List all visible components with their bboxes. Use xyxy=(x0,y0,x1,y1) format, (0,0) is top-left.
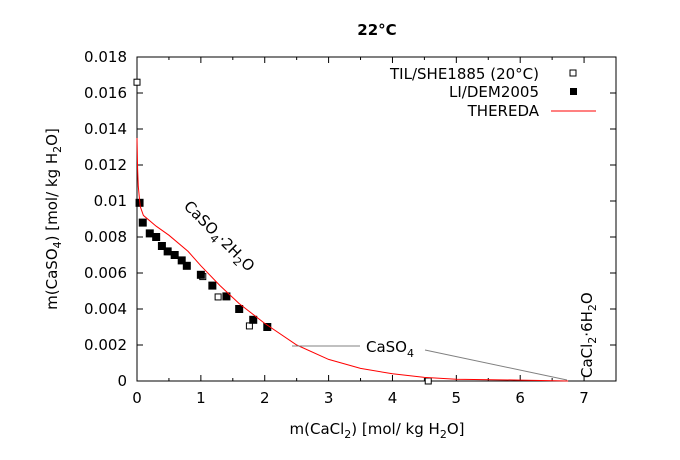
annotation-antarcticite: CaCl2·6H2O xyxy=(578,292,599,378)
data-point-li-dem2005 xyxy=(163,247,172,256)
data-point-li-dem2005 xyxy=(157,242,166,250)
annotation-anhydrite: CaSO4 xyxy=(366,338,414,360)
data-point-til-she1885 xyxy=(245,322,253,330)
x-tick-label: 3 xyxy=(324,389,334,407)
data-point-li-dem2005 xyxy=(208,281,217,290)
y-tick-label: 0.018 xyxy=(84,48,127,66)
data-point-til-she1885 xyxy=(424,377,432,385)
data-point-li-dem2005 xyxy=(235,305,244,313)
y-tick-label: 0.014 xyxy=(84,120,127,138)
data-point-li-dem2005 xyxy=(182,261,191,270)
data-point-li-dem2005 xyxy=(263,323,272,331)
legend-marker-open-square xyxy=(569,69,577,77)
legend: TIL/SHE1885 (20°C) LI/DEM2005 THEREDA xyxy=(389,65,596,120)
data-point-li-dem2005 xyxy=(170,251,179,259)
y-tick-label: 0.006 xyxy=(84,264,127,282)
data-point-li-dem2005 xyxy=(152,233,161,241)
x-tick-label: 4 xyxy=(388,389,398,407)
legend-label-thereda: THEREDA xyxy=(467,102,540,120)
data-point-li-dem2005 xyxy=(196,270,205,279)
legend-label-til-she1885: TIL/SHE1885 (20°C) xyxy=(389,65,539,83)
data-point-li-dem2005 xyxy=(138,218,147,227)
y-tick-label: 0.016 xyxy=(84,84,127,102)
legend-marker-filled-square xyxy=(570,88,577,95)
x-tick-label: 2 xyxy=(260,389,270,407)
plot-frame xyxy=(136,56,617,382)
y-tick-label: 0.002 xyxy=(84,336,127,354)
y-tick-label: 0.004 xyxy=(84,300,127,318)
legend-label-li-dem2005: LI/DEM2005 xyxy=(449,83,539,101)
data-point-li-dem2005 xyxy=(145,229,154,238)
x-tick-label: 0 xyxy=(132,389,142,407)
x-axis-label: m(CaCl2) [mol/ kg H2O] xyxy=(290,420,465,441)
y-tick-label: 0.012 xyxy=(84,156,127,174)
x-tick-label: 6 xyxy=(515,389,525,407)
annotation-line-anhydrite-right xyxy=(424,349,568,381)
y-axis-label: m(CaSO4) [mol/ kg H2O] xyxy=(43,128,64,310)
x-tick-label: 1 xyxy=(196,389,206,407)
data-point-li-dem2005 xyxy=(249,315,258,324)
y-tick-label: 0.008 xyxy=(84,228,127,246)
series-line-thereda xyxy=(136,137,569,382)
data-point-til-she1885 xyxy=(133,78,141,86)
y-tick-label: 0.01 xyxy=(94,192,127,210)
y-tick-label: 0 xyxy=(117,372,127,390)
data-point-li-dem2005 xyxy=(177,256,186,265)
data-point-li-dem2005 xyxy=(222,292,231,301)
x-tick-label: 5 xyxy=(452,389,462,407)
chart-title: 22°C xyxy=(357,21,396,39)
x-tick-label: 7 xyxy=(579,389,589,407)
data-point-til-she1885 xyxy=(214,293,222,301)
